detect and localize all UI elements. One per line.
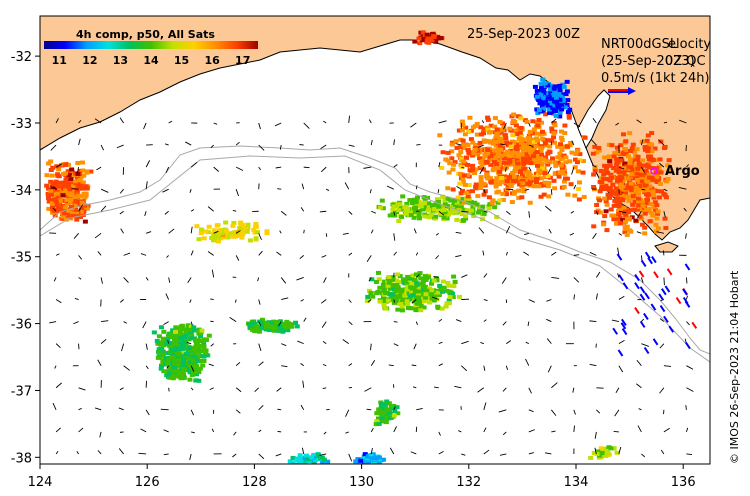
overlay-title: NRT00dGSL	[601, 37, 678, 52]
credit-text: © IMOS 26-Sep-2023 21:04 Hobart	[728, 270, 741, 464]
legend-ticks: 11 12 13 14 15 16 17	[52, 54, 251, 67]
lon-axis: 124 126 128 130 132 134 136	[28, 464, 696, 490]
lon-tick-label: 136	[671, 475, 696, 490]
lon-tick-label: 128	[242, 475, 267, 490]
legend-tick-label: 11	[52, 54, 67, 67]
legend-title: 4h comp, p50, All Sats	[76, 28, 215, 41]
argo-label: Argo	[665, 164, 700, 179]
overlay-title-2: elocity	[668, 37, 711, 52]
legend-tick-label: 14	[143, 54, 159, 67]
lon-tick-label: 130	[349, 475, 374, 490]
lat-tick-label: -37	[11, 384, 32, 399]
current-arrows	[49, 115, 698, 462]
date-label: 25-Sep-2023 00Z	[467, 27, 580, 42]
sst-patches	[44, 30, 673, 464]
legend-tick-label: 13	[113, 54, 128, 67]
lat-tick-label: -32	[11, 50, 32, 65]
overlay-scale: 0.5m/s (1kt 24h)	[601, 71, 710, 86]
lat-axis: -32 -33 -34 -35 -36 -37 -38	[11, 50, 40, 466]
legend-tick-label: 16	[204, 54, 220, 67]
lat-tick-label: -33	[11, 117, 32, 132]
scale-arrow	[608, 87, 636, 95]
legend-tick-label: 15	[174, 54, 189, 67]
lat-tick-label: -36	[11, 318, 32, 333]
shelf-isobath	[40, 145, 710, 355]
plot-frame	[39, 15, 711, 465]
land-mass	[40, 16, 710, 241]
lon-tick-label: 132	[456, 475, 481, 490]
lon-tick-label: 126	[135, 475, 160, 490]
lat-tick-label: -38	[11, 451, 32, 466]
legend-tick-label: 17	[235, 54, 250, 67]
lat-tick-label: -35	[11, 251, 32, 266]
kangaroo-island	[654, 241, 679, 253]
argo-marker[interactable]	[650, 167, 658, 175]
lon-tick-label: 124	[28, 475, 53, 490]
lat-tick-label: -34	[11, 184, 32, 199]
lon-tick-label: 134	[564, 475, 589, 490]
overlay-date-2: 0Z QC	[665, 54, 706, 69]
legend-colorbar	[44, 41, 258, 49]
overlay-date: (25-Sep-2023)	[601, 54, 695, 69]
legend-tick-label: 12	[82, 54, 97, 67]
